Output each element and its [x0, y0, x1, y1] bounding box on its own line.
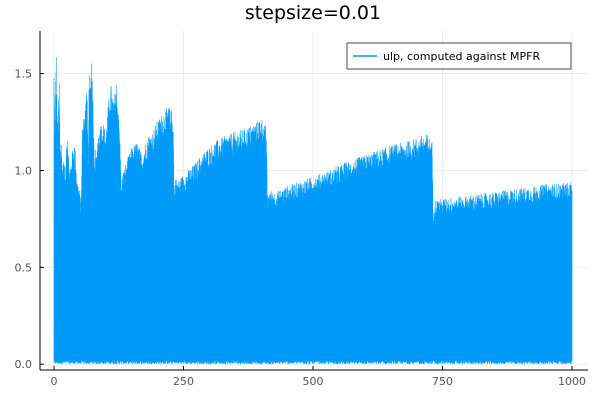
x-axis-ticks: 0 250 500 750 1000 [51, 366, 586, 388]
x-tick-label: 250 [173, 375, 194, 388]
x-tick-label: 0 [51, 375, 58, 388]
legend: ulp, computed against MPFR [346, 42, 572, 70]
y-tick-label: 1.5 [15, 68, 33, 81]
plot-area [53, 57, 573, 365]
y-tick-label: 0.5 [15, 261, 33, 274]
y-axis-ticks: 0.0 0.5 1.0 1.5 [15, 68, 44, 371]
chart-title: stepsize=0.01 [245, 2, 381, 24]
y-tick-label: 0.0 [15, 358, 33, 371]
axes [39, 31, 588, 371]
legend-box [346, 42, 572, 70]
x-tick-label: 1000 [558, 375, 586, 388]
y-tick-label: 1.0 [15, 164, 33, 177]
x-tick-label: 750 [432, 375, 453, 388]
legend-label: ulp, computed against MPFR [383, 50, 540, 63]
series-line [53, 57, 573, 365]
x-tick-label: 500 [303, 375, 324, 388]
